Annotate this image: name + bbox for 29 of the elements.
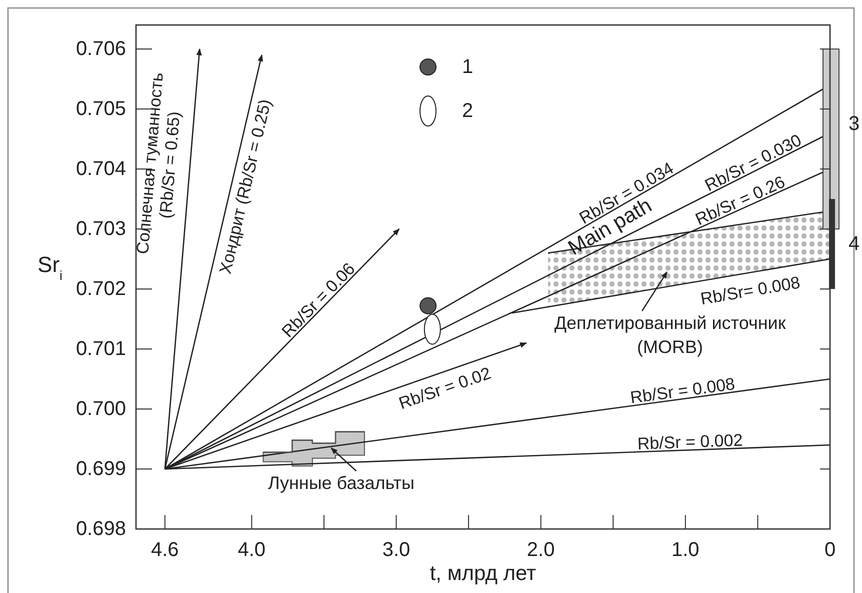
y-tick-label: 0.704 <box>76 158 126 180</box>
x-tick-label: 0 <box>824 539 836 561</box>
x-tick-label: 4.6 <box>151 539 179 561</box>
text: Rb/Sr = 0.02 <box>396 364 494 414</box>
text: Хондрит (Rb/Sr = 0.25) <box>216 97 275 276</box>
x-axis-title: t, млрд лет <box>430 562 537 585</box>
y-tick-label: 0.700 <box>76 398 126 420</box>
y-tick-label: 0.702 <box>76 278 126 300</box>
y-tick-label: 0.703 <box>76 218 126 240</box>
y-tick-label: 0.701 <box>76 338 126 360</box>
x-tick-label: 4.0 <box>238 539 266 561</box>
y-axis-title: Sr$_{i}$ <box>38 252 63 282</box>
series-label: 3 <box>848 113 860 135</box>
x-tick-label: 3.0 <box>382 539 410 561</box>
text: Солнечная туманность (Rb/Sr = 0.65) <box>133 72 184 255</box>
series-label: 4 <box>848 233 860 255</box>
legend-label: 2 <box>462 100 474 122</box>
text: Rb/Sr = 0.008 <box>629 374 736 408</box>
y-tick-label: 0.698 <box>76 518 126 540</box>
annotation: Деплетированный источник (MORB) <box>554 313 786 357</box>
y-tick-label: 0.705 <box>76 98 126 120</box>
x-tick-label: 1.0 <box>672 539 700 561</box>
y-tick-label: 0.699 <box>76 458 126 480</box>
y-tick-label: 0.706 <box>76 38 126 60</box>
annotation: Лунные базальты <box>268 473 414 493</box>
x-tick-label: 2.0 <box>526 539 555 561</box>
legend-label: Rb/Sr= 0.008 <box>699 272 802 309</box>
legend-label: 1 <box>462 56 474 78</box>
series-label: Rb/Sr = 0.002 <box>637 430 744 454</box>
